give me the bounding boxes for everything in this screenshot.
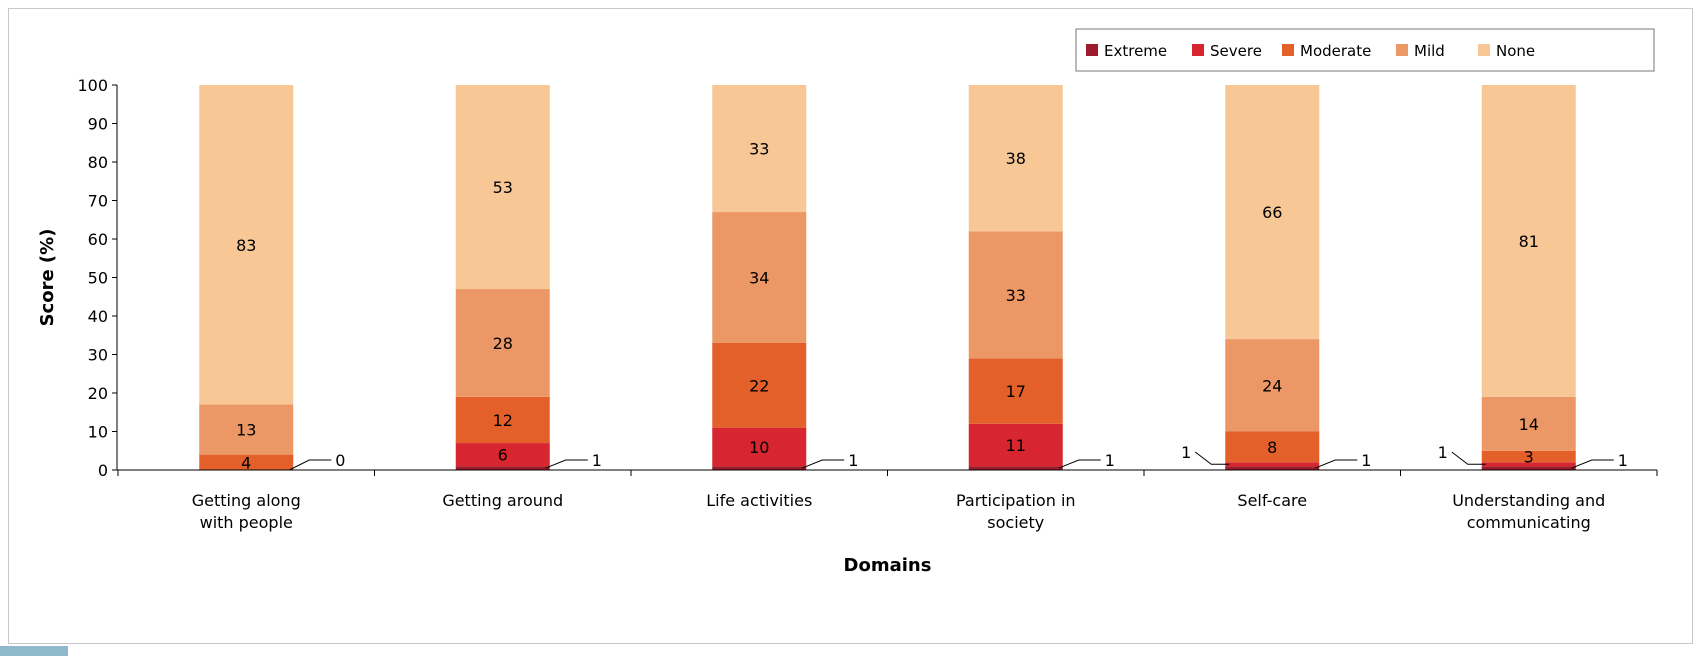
- bar-mild-0: [199, 404, 294, 455]
- data-label-27: 14: [1519, 415, 1539, 434]
- leader-line-9: [802, 459, 845, 469]
- bar-moderate-0: [199, 454, 294, 470]
- x-tick-label-3: Participation in society: [956, 491, 1076, 532]
- legend-label-severe: Severe: [1210, 42, 1262, 60]
- bar-severe-2: [712, 427, 807, 467]
- y-tick-label-30: 30: [88, 346, 108, 365]
- y-tick-label-10: 10: [88, 423, 108, 442]
- bar-mild-5: [1481, 396, 1576, 451]
- legend-label-none: None: [1496, 42, 1535, 60]
- legend-swatch-moderate: [1282, 44, 1294, 56]
- bar-moderate-3: [968, 358, 1063, 424]
- x-axis-title: Domains: [844, 555, 932, 576]
- data-label-16: 17: [1006, 382, 1026, 401]
- y-tick-label-40: 40: [88, 307, 108, 326]
- bar-none-5: [1481, 85, 1576, 397]
- bar-extreme-4: [1225, 466, 1320, 470]
- data-label-22: 24: [1262, 376, 1282, 395]
- x-tick-label-1: Getting around: [442, 491, 563, 510]
- data-label-23: 66: [1262, 203, 1282, 222]
- bar-severe-3: [968, 423, 1063, 467]
- leader-line-20: [1315, 459, 1358, 469]
- bar-severe-4: [1225, 462, 1320, 467]
- data-label-21: 8: [1267, 438, 1277, 457]
- bar-none-1: [455, 85, 550, 290]
- bar-none-2: [712, 85, 807, 213]
- bar-extreme-5: [1481, 466, 1576, 470]
- bar-mild-1: [455, 289, 550, 397]
- data-label-14: 1: [1105, 451, 1115, 470]
- data-label-25: 1: [1618, 451, 1628, 470]
- legend-swatch-none: [1478, 44, 1490, 56]
- y-tick-label-70: 70: [88, 192, 108, 211]
- bar-none-4: [1225, 85, 1320, 340]
- data-label-0: 0: [335, 451, 345, 470]
- bar-mild-4: [1225, 339, 1320, 432]
- data-label-24: 1: [1438, 443, 1448, 462]
- leader-line-0: [289, 459, 332, 471]
- bar-none-0: [199, 85, 294, 405]
- leader-line-19: [1194, 451, 1230, 465]
- y-axis-title: Score (%): [37, 229, 58, 327]
- data-label-9: 1: [848, 451, 858, 470]
- data-label-6: 12: [493, 411, 513, 430]
- x-tick-label-0: Getting along with people: [192, 491, 301, 532]
- x-tick-label-4: Self-care: [1237, 491, 1307, 510]
- bar-mild-3: [968, 231, 1063, 359]
- bar-moderate-5: [1481, 450, 1576, 463]
- bar-extreme-3: [968, 466, 1063, 470]
- x-tick-label-5: Understanding and communicating: [1452, 491, 1605, 532]
- bar-extreme-2: [712, 466, 807, 470]
- bar-mild-2: [712, 212, 807, 343]
- data-label-20: 1: [1361, 451, 1371, 470]
- data-label-10: 10: [749, 438, 769, 457]
- data-label-18: 38: [1006, 149, 1026, 168]
- y-tick-label-60: 60: [88, 230, 108, 249]
- leader-line-24: [1451, 451, 1486, 465]
- leader-line-4: [545, 459, 588, 469]
- data-label-12: 34: [749, 269, 769, 288]
- corner-tab: [0, 646, 68, 656]
- data-label-28: 81: [1519, 232, 1539, 251]
- data-label-26: 3: [1524, 448, 1534, 467]
- data-label-5: 6: [498, 446, 508, 465]
- legend-label-extreme: Extreme: [1104, 42, 1167, 60]
- bar-moderate-4: [1225, 431, 1320, 463]
- legend-swatch-severe: [1192, 44, 1204, 56]
- data-label-7: 28: [493, 334, 513, 353]
- data-label-4: 1: [592, 451, 602, 470]
- y-tick-label-100: 100: [77, 76, 108, 95]
- legend-label-mild: Mild: [1414, 42, 1445, 60]
- y-tick-label-20: 20: [88, 384, 108, 403]
- data-label-2: 13: [236, 421, 256, 440]
- bar-severe-5: [1481, 462, 1576, 467]
- legend-label-moderate: Moderate: [1300, 42, 1371, 60]
- legend-box: [1075, 28, 1655, 72]
- data-label-15: 11: [1006, 436, 1026, 455]
- bar-moderate-1: [455, 396, 550, 444]
- data-label-17: 33: [1006, 286, 1026, 305]
- legend-swatch-mild: [1396, 44, 1408, 56]
- bar-moderate-2: [712, 342, 807, 428]
- bar-extreme-1: [455, 466, 550, 470]
- data-label-13: 33: [749, 140, 769, 159]
- y-tick-label-80: 80: [88, 153, 108, 172]
- x-tick-label-2: Life activities: [706, 491, 812, 510]
- bar-severe-1: [455, 443, 550, 467]
- bar-none-3: [968, 85, 1063, 232]
- data-label-19: 1: [1181, 443, 1191, 462]
- data-label-11: 22: [749, 376, 769, 395]
- leader-line-14: [1058, 459, 1101, 469]
- data-label-1: 4: [241, 453, 251, 472]
- chart-frame: 0 10 20 30 40 50 60 70 80 90 100 Getting along with …: [8, 8, 1693, 644]
- legend-swatch-extreme: [1086, 44, 1098, 56]
- data-label-3: 83: [236, 236, 256, 255]
- leader-line-25: [1571, 459, 1614, 469]
- y-tick-label-0: 0: [98, 461, 108, 480]
- y-tick-label-50: 50: [88, 269, 108, 288]
- y-tick-label-90: 90: [88, 115, 108, 134]
- data-label-8: 53: [493, 178, 513, 197]
